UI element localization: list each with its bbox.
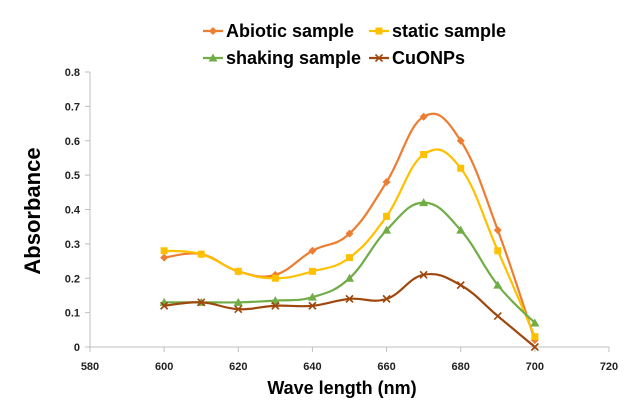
legend-label: static sample bbox=[392, 21, 506, 41]
data-point bbox=[271, 274, 279, 282]
series-2 bbox=[159, 198, 540, 327]
data-point bbox=[382, 178, 391, 186]
x-tick-label: 640 bbox=[303, 361, 321, 373]
legend-item: Abiotic sample bbox=[203, 21, 354, 41]
legend-item: static sample bbox=[369, 21, 506, 41]
data-point bbox=[493, 311, 502, 321]
x-tick-label: 720 bbox=[600, 361, 618, 373]
y-tick-label: 0.1 bbox=[65, 308, 80, 320]
data-point bbox=[457, 164, 465, 172]
legend-label: Abiotic sample bbox=[226, 21, 354, 41]
data-point bbox=[234, 305, 243, 314]
y-tick-label: 0.5 bbox=[65, 170, 80, 182]
legend-item: CuONPs bbox=[369, 48, 465, 68]
y-tick-label: 0 bbox=[74, 342, 80, 354]
x-axis-title: Wave length (nm) bbox=[267, 378, 416, 398]
data-point bbox=[160, 301, 169, 310]
data-point bbox=[530, 318, 540, 327]
data-point bbox=[234, 267, 242, 275]
data-point bbox=[382, 225, 392, 234]
data-point bbox=[308, 301, 317, 310]
data-point bbox=[383, 212, 391, 220]
data-point bbox=[345, 229, 354, 238]
y-tick-label: 0.8 bbox=[65, 67, 80, 79]
data-point bbox=[382, 294, 391, 303]
y-tick-label: 0.4 bbox=[65, 205, 81, 217]
data-point bbox=[493, 280, 503, 289]
data-point bbox=[197, 298, 206, 307]
data-point bbox=[308, 246, 317, 255]
series-3 bbox=[160, 270, 539, 352]
legend-label: shaking sample bbox=[226, 48, 361, 68]
series-1 bbox=[160, 148, 539, 341]
legend-swatch-marker bbox=[374, 53, 384, 63]
y-tick-label: 0.7 bbox=[65, 101, 80, 113]
x-tick-label: 700 bbox=[526, 361, 544, 373]
x-tick-label: 680 bbox=[452, 361, 470, 373]
legend-swatch-marker bbox=[375, 27, 383, 35]
legend-swatch-marker bbox=[208, 53, 218, 62]
legend: Abiotic sample static sample shaking sampl… bbox=[203, 21, 506, 68]
data-point bbox=[307, 292, 317, 301]
legend-item: shaking sample bbox=[203, 48, 361, 68]
axes: 0 0.1 0.2 0.3 0.4 0.5 0.6 0.7 0.8 580 600 620 640 660… bbox=[65, 67, 618, 373]
x-tick-label: 580 bbox=[81, 361, 99, 373]
y-tick-label: 0.3 bbox=[65, 239, 80, 251]
data-point bbox=[345, 294, 354, 303]
series-line bbox=[164, 148, 536, 338]
data-point bbox=[456, 225, 466, 234]
data-point bbox=[346, 254, 353, 262]
x-tick-label: 600 bbox=[155, 361, 173, 373]
data-point bbox=[271, 301, 280, 310]
data-point bbox=[494, 247, 502, 255]
y-axis-title: Absorbance bbox=[20, 147, 45, 274]
y-tick-label: 0.2 bbox=[65, 273, 80, 285]
legend-label: CuONPs bbox=[392, 48, 465, 68]
data-point bbox=[233, 297, 243, 306]
data-point bbox=[345, 273, 354, 282]
series-0 bbox=[160, 112, 539, 345]
data-point bbox=[531, 333, 539, 341]
data-point bbox=[456, 281, 465, 290]
series-group bbox=[159, 112, 540, 352]
data-point bbox=[160, 247, 168, 255]
data-point bbox=[270, 296, 280, 305]
y-tick-label: 0.6 bbox=[65, 136, 80, 148]
data-point bbox=[160, 253, 169, 262]
data-point bbox=[420, 151, 428, 158]
data-point bbox=[530, 342, 539, 352]
data-point bbox=[419, 198, 429, 207]
data-point bbox=[493, 226, 502, 235]
data-point bbox=[456, 136, 465, 145]
x-tick-label: 620 bbox=[229, 361, 247, 373]
data-point bbox=[308, 267, 316, 275]
data-point bbox=[197, 250, 205, 258]
data-point bbox=[419, 270, 428, 279]
data-point bbox=[419, 112, 428, 121]
x-tick-label: 660 bbox=[377, 361, 395, 373]
legend-swatch-marker bbox=[209, 27, 217, 35]
series-line bbox=[164, 273, 536, 348]
